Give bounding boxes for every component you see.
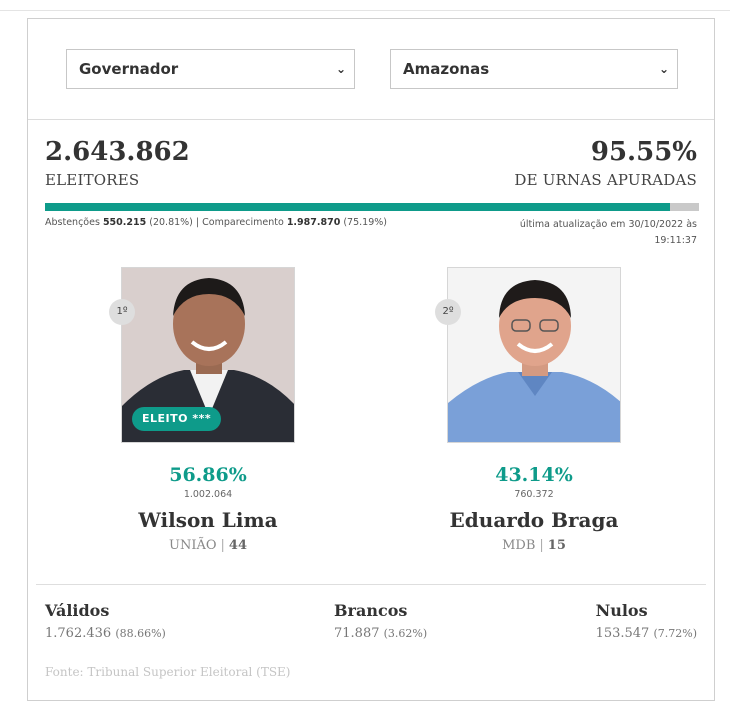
candidate-party: UNIÃO | 44	[88, 538, 328, 553]
ballot-boxes-percent: 95.55%	[590, 137, 697, 167]
valid-votes-value: 1.762.436	[45, 626, 112, 641]
election-results-card: Governador ⌄ Amazonas ⌄ 2.643.862 ELEITO…	[27, 18, 715, 701]
chevron-down-icon: ⌄	[658, 62, 669, 76]
counting-progress-bar	[45, 203, 699, 211]
state-select[interactable]: Amazonas ⌄	[390, 49, 678, 89]
state-select-value: Amazonas	[403, 60, 490, 78]
candidate-percent: 56.86%	[169, 464, 247, 486]
candidate-photo	[447, 267, 621, 443]
blank-votes-label: Brancos	[334, 601, 408, 620]
valid-votes-percent: (88.66%)	[115, 627, 166, 640]
source-note: Fonte: Tribunal Superior Eleitoral (TSE)	[45, 665, 291, 679]
candidate-votes: 1.002.064	[183, 489, 233, 500]
office-select[interactable]: Governador ⌄	[66, 49, 355, 89]
blank-votes-value-row: 71.887 (3.62%)	[334, 626, 427, 641]
party-name: MDB	[502, 538, 536, 553]
office-select-value: Governador	[79, 60, 179, 78]
rank-badge: 2º	[435, 299, 461, 325]
rank-badge: 1º	[109, 299, 135, 325]
top-divider	[0, 10, 730, 11]
abstentions-percent: (20.81%)	[149, 217, 193, 228]
candidate-votes: 760.372	[514, 489, 554, 500]
elected-badge: ELEITO ***	[132, 407, 222, 431]
last-update-date: última atualização em 30/10/2022 às	[519, 219, 697, 230]
candidate-number: 15	[547, 538, 566, 553]
turnout-value: 1.987.870	[286, 217, 341, 228]
section-divider	[36, 584, 706, 585]
blank-votes-value: 71.887	[334, 626, 380, 641]
turnout-stats: Abstenções 550.215 (20.81%) | Comparecim…	[45, 217, 387, 228]
turnout-percent: (75.19%)	[343, 217, 387, 228]
party-separator: |	[220, 538, 225, 553]
blank-votes-percent: (3.62%)	[383, 627, 428, 640]
candidate-name: Wilson Lima	[138, 508, 278, 532]
turnout-label: Comparecimento	[202, 217, 284, 228]
candidate-name: Eduardo Braga	[449, 508, 619, 532]
candidate-number: 44	[228, 538, 247, 553]
ballot-boxes-label: DE URNAS APURADAS	[514, 171, 697, 189]
last-update: última atualização em 30/10/2022 às 19:1…	[520, 217, 697, 249]
candidate-party: MDB | 15	[414, 538, 654, 553]
abstentions-value: 550.215	[102, 217, 147, 228]
last-update-time: 19:11:37	[654, 235, 697, 246]
chevron-down-icon: ⌄	[335, 62, 346, 76]
voters-label: ELEITORES	[45, 171, 140, 189]
candidate-percent: 43.14%	[495, 464, 573, 486]
candidate-portrait-icon	[448, 268, 620, 442]
null-votes-value: 153.547	[595, 626, 650, 641]
stats-separator: |	[195, 217, 200, 228]
valid-votes-label: Válidos	[45, 601, 110, 620]
voters-count: 2.643.862	[45, 137, 190, 167]
abstentions-label: Abstenções	[45, 217, 100, 228]
null-votes-value-row: 153.547 (7.72%)	[596, 626, 697, 641]
valid-votes-total: Válidos 1.762.436 (88.66%)	[45, 601, 166, 641]
null-votes-total: Nulos 153.547 (7.72%)	[596, 601, 697, 641]
null-votes-label: Nulos	[595, 601, 648, 620]
filter-bar: Governador ⌄ Amazonas ⌄	[28, 19, 714, 120]
null-votes-percent: (7.72%)	[653, 627, 697, 640]
blank-votes-total: Brancos 71.887 (3.62%)	[334, 601, 427, 641]
party-name: UNIÃO	[169, 538, 217, 553]
counting-progress-fill	[45, 203, 670, 211]
party-separator: |	[539, 538, 544, 553]
valid-votes-value-row: 1.762.436 (88.66%)	[45, 626, 166, 641]
